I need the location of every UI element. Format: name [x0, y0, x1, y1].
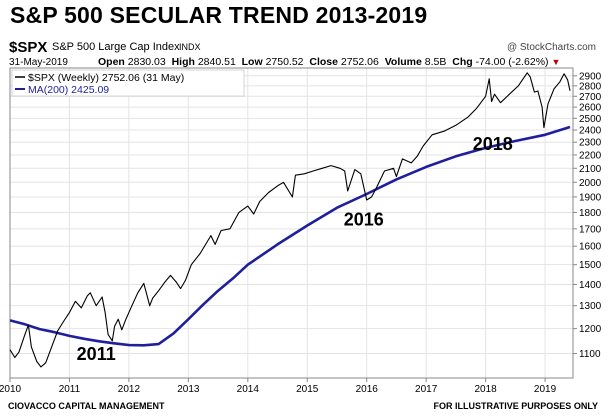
index-name: S&P 500 Large Cap Index — [52, 41, 180, 53]
price-line — [9, 72, 571, 368]
quote-date: 31-May-2019 — [9, 57, 68, 68]
y-tick-label: 2100 — [579, 164, 602, 175]
y-tick-label: 2500 — [579, 114, 602, 125]
chart-legend: $SPX (Weekly) 2752.06 (31 May) MA(200) 2… — [11, 69, 245, 97]
high-value: 2840.51 — [197, 56, 236, 68]
chart-annotations: 2011 2016 2018 — [77, 134, 513, 364]
x-tick-label: 2014 — [237, 384, 260, 395]
volume-label: Volume — [384, 56, 422, 68]
low-label: Low — [241, 56, 263, 68]
year-annotation: 2016 — [344, 209, 384, 229]
y-tick-label: 2300 — [579, 138, 602, 149]
y-tick-label: 2000 — [579, 178, 602, 189]
y-tick-label: 1500 — [579, 260, 602, 271]
chart-grid — [9, 68, 573, 378]
source-credit[interactable]: @ StockCharts.com — [506, 42, 596, 53]
ma-legend-label: MA(200) 2425.09 — [28, 84, 109, 96]
x-tick-label: 2015 — [296, 384, 319, 395]
y-axis-ticks: 1100 1200 1300 1400 1500 1600 1700 1800 1900 2000… — [573, 71, 602, 360]
x-tick-label: 2019 — [534, 384, 557, 395]
y-tick-label: 1600 — [579, 242, 602, 253]
ma200-line — [9, 125, 571, 347]
x-tick-label: 2016 — [356, 384, 379, 395]
volume-value: 8.5B — [424, 56, 447, 68]
close-label: Close — [309, 56, 338, 68]
y-tick-label: 1200 — [579, 324, 602, 335]
year-annotation: 2011 — [77, 344, 116, 364]
y-tick-label: 2200 — [579, 150, 602, 161]
chg-label: Chg — [452, 56, 473, 68]
ticker-symbol: $SPX — [9, 39, 48, 56]
quote-stats: Open 2830.03 High 2840.51 Low 2750.52 Cl… — [98, 56, 560, 68]
close-value: 2752.06 — [340, 56, 379, 68]
y-tick-label: 2400 — [579, 126, 602, 137]
price-legend-label: $SPX (Weekly) 2752.06 (31 May) — [28, 72, 184, 84]
y-tick-label: 1100 — [579, 349, 601, 360]
x-tick-label: 2011 — [59, 384, 81, 395]
high-label: High — [171, 56, 195, 68]
year-annotation: 2018 — [473, 134, 513, 154]
footer-company: CIOVACCO CAPITAL MANAGEMENT — [8, 401, 165, 411]
down-arrow-icon: ▼ — [551, 57, 561, 67]
legend-box — [11, 69, 245, 97]
open-label: Open — [98, 56, 125, 68]
y-tick-label: 2700 — [579, 92, 602, 103]
exchange-label: INDX — [179, 42, 201, 52]
open-value: 2830.03 — [127, 56, 166, 68]
y-tick-label: 2900 — [579, 71, 602, 82]
plot-frame — [9, 67, 574, 379]
x-tick-label: 2010 — [0, 384, 22, 395]
x-tick-label: 2018 — [474, 384, 497, 395]
y-tick-label: 1400 — [579, 280, 602, 291]
chg-value: -74.00 (-2.62%) — [475, 56, 549, 68]
y-tick-label: 1700 — [579, 224, 602, 235]
page-title: S&P 500 SECULAR TREND 2013-2019 — [10, 2, 428, 28]
x-axis-ticks: 2010 2011 2012 2013 2014 2015 2016 2017 2018 2019 — [0, 378, 557, 395]
x-tick-label: 2012 — [118, 384, 141, 395]
y-tick-label: 1900 — [579, 192, 602, 203]
y-tick-label: 1800 — [579, 208, 602, 219]
y-tick-label: 1300 — [579, 301, 602, 312]
x-tick-label: 2017 — [415, 384, 438, 395]
y-tick-label: 2600 — [579, 103, 602, 114]
x-tick-label: 2013 — [177, 384, 200, 395]
footer-disclaimer: FOR ILLUSTRATIVE PURPOSES ONLY — [433, 401, 598, 411]
low-value: 2750.52 — [265, 56, 304, 68]
y-tick-label: 2800 — [579, 81, 602, 92]
